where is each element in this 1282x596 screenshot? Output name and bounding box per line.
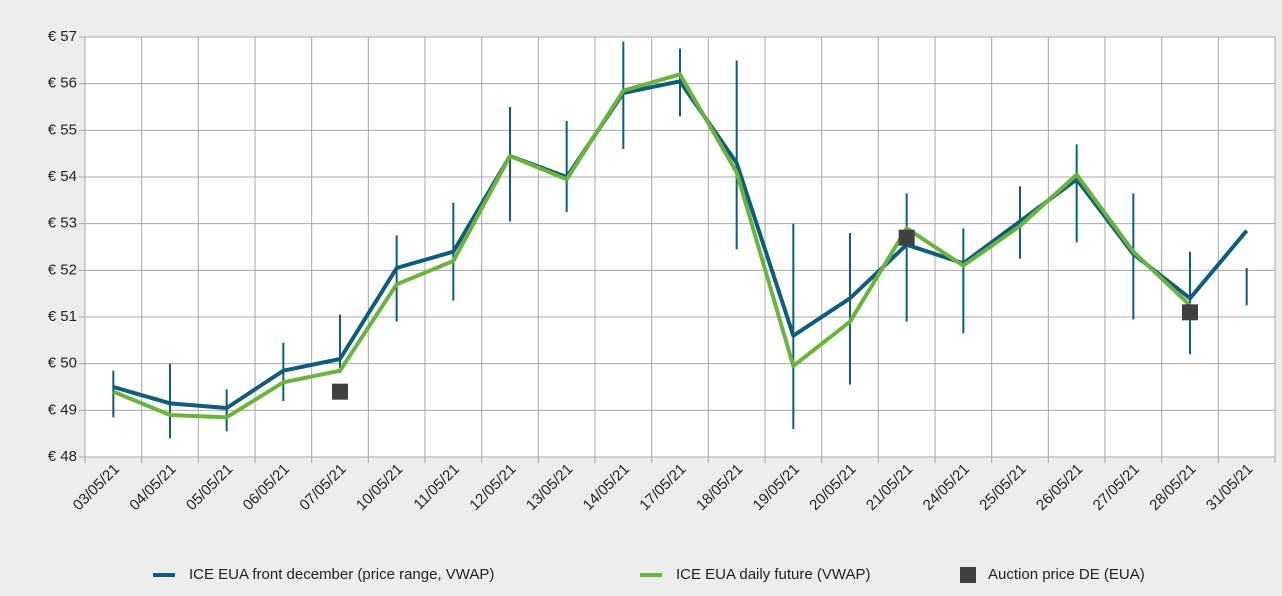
x-tick-label: 11/05/21 [410,461,463,514]
x-tick-label: 27/05/21 [1090,461,1143,514]
legend-label: ICE EUA daily future (VWAP) [676,566,871,583]
legend-label: ICE EUA front december (price range, VWA… [189,566,494,583]
x-tick-label: 07/05/21 [296,461,349,514]
x-tick-label: 05/05/21 [183,461,236,514]
y-tick-label: € 54 [48,168,77,185]
x-tick-label: 10/05/21 [353,461,406,514]
y-tick-label: € 52 [48,261,77,278]
x-tick-label: 17/05/21 [636,461,689,514]
x-tick-label: 12/05/21 [466,461,519,514]
x-tick-label: 20/05/21 [806,461,859,514]
x-tick-label: 03/05/21 [70,461,123,514]
x-tick-label: 18/05/21 [693,461,746,514]
x-tick-label: 14/05/21 [580,461,633,514]
x-tick-label: 25/05/21 [976,461,1029,514]
x-tick-label: 31/05/21 [1203,461,1256,514]
y-tick-label: € 57 [48,28,77,45]
y-tick-label: € 48 [48,448,77,465]
x-tick-label: 19/05/21 [750,461,803,514]
auction-marker [332,383,348,400]
x-tick-label: 06/05/21 [240,461,293,514]
auction-marker [1182,304,1198,321]
x-tick-label: 24/05/21 [920,461,973,514]
x-tick-label: 21/05/21 [863,461,916,514]
series-line [112,72,1192,420]
y-tick-label: € 55 [48,121,77,138]
legend-label: Auction price DE (EUA) [988,566,1145,583]
y-tick-label: € 49 [48,401,77,418]
x-tick-label: 13/05/21 [523,461,576,514]
legend-swatch [960,567,976,583]
y-tick-label: € 53 [48,215,77,232]
y-tick-label: € 50 [48,355,77,372]
auction-marker [898,229,915,246]
y-tick-label: € 56 [48,75,77,92]
y-tick-label: € 51 [48,308,77,325]
x-tick-label: 26/05/21 [1033,461,1086,514]
x-tick-label: 28/05/21 [1146,461,1199,514]
x-tick-label: 04/05/21 [126,461,179,514]
